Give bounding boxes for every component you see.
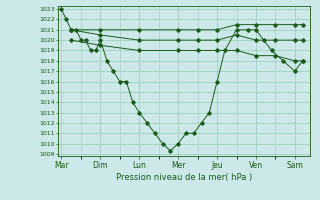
X-axis label: Pression niveau de la mer( hPa ): Pression niveau de la mer( hPa ) bbox=[116, 173, 252, 182]
